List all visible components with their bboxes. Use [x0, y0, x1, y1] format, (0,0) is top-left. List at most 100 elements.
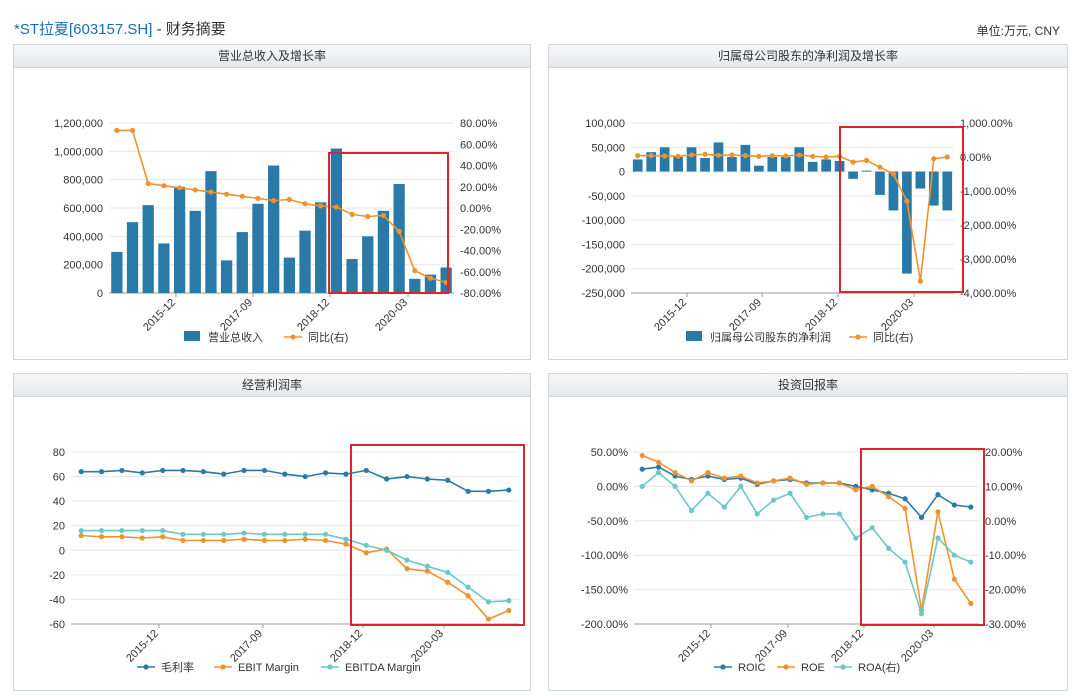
- bar: [888, 171, 899, 211]
- series-point: [363, 467, 369, 474]
- series-point: [951, 552, 957, 558]
- y-tick-right: 40.00%: [460, 161, 498, 173]
- series-point: [796, 152, 802, 158]
- y-tick-right: 0.00%: [960, 152, 991, 164]
- y-tick-right: 1,000.00%: [960, 118, 1013, 130]
- page-subtitle: - 财务摘要: [152, 21, 226, 38]
- bar: [205, 171, 217, 293]
- series-point: [810, 153, 816, 159]
- series-point: [688, 507, 695, 514]
- y-tick-right: -20.00%: [460, 224, 501, 236]
- series-point: [465, 593, 471, 599]
- stock-link[interactable]: *ST拉夏[603157.SH]: [14, 21, 153, 38]
- legend-swatch-dot: [720, 664, 726, 670]
- series-point: [445, 569, 451, 575]
- bar: [632, 159, 643, 172]
- bar: [767, 157, 778, 172]
- series-point: [424, 476, 430, 482]
- bar: [346, 259, 358, 293]
- series-point: [180, 537, 186, 544]
- panel-title: 营业总收入及增长率: [14, 45, 530, 68]
- chart-margin: -60 -40 -20 0 20 40 60 80 2015-12 2017-09 2018-12 2…: [49, 444, 525, 674]
- series-point: [886, 545, 892, 551]
- y-tick-left: 1,200,000: [54, 118, 103, 130]
- series-point: [363, 550, 369, 556]
- bar: [942, 171, 953, 211]
- bar: [754, 165, 764, 172]
- legend-label: EBITDA Margin: [345, 662, 421, 674]
- series-point: [465, 584, 471, 590]
- series-point: [754, 480, 760, 486]
- series-point: [506, 487, 512, 493]
- legend-label: 同比(右): [308, 330, 348, 344]
- bar: [299, 230, 311, 293]
- series-point: [349, 211, 355, 217]
- bar: [362, 236, 374, 293]
- series-point: [968, 504, 974, 510]
- legend-swatch-dot: [290, 334, 296, 340]
- panel-title: 投资回报率: [549, 374, 1067, 397]
- bar: [646, 152, 657, 172]
- y-tick-right: 20.00%: [985, 447, 1023, 459]
- series-line: [116, 129, 447, 284]
- series-point: [672, 483, 678, 489]
- series-point: [672, 470, 678, 476]
- legend-swatch: [184, 331, 200, 341]
- series-point: [322, 470, 329, 476]
- series-point: [869, 525, 875, 531]
- x-tick-label: 2017-09: [727, 297, 764, 334]
- y-tick-left: 0: [619, 167, 625, 179]
- series-point: [384, 547, 390, 553]
- unit-label: 单位:万元, CNY: [976, 24, 1060, 38]
- series-point: [742, 153, 748, 159]
- y-tick-right: 10.00%: [985, 481, 1023, 493]
- series-point: [261, 537, 268, 544]
- bar: [283, 257, 295, 293]
- y-tick-left: 1,000,000: [54, 146, 103, 158]
- series-point: [787, 475, 793, 481]
- series-point: [119, 467, 125, 474]
- series-point: [363, 542, 369, 548]
- legend-swatch-dot: [143, 664, 149, 670]
- series-point: [114, 127, 120, 134]
- y-tick-right: 0.00%: [460, 203, 491, 215]
- series-point: [239, 193, 245, 199]
- series-point: [951, 502, 957, 508]
- highlight-box: [839, 126, 964, 293]
- bar: [111, 251, 123, 293]
- y-tick-left: -40: [49, 594, 65, 606]
- series-point: [656, 464, 662, 470]
- bar: [915, 171, 926, 189]
- x-tick-label: 2018-12: [829, 628, 866, 665]
- series-point: [78, 532, 84, 539]
- y-tick-right: -4,000.00%: [960, 288, 1016, 300]
- y-tick-right: -10.00%: [985, 550, 1026, 562]
- series-point: [850, 159, 856, 165]
- series-point: [902, 505, 908, 512]
- x-tick-label: 2015-12: [124, 628, 161, 665]
- series-point: [836, 480, 842, 486]
- series-point: [931, 156, 937, 162]
- series-point: [302, 531, 308, 537]
- series-point: [145, 180, 151, 187]
- series-point: [890, 171, 897, 177]
- series-point: [200, 531, 206, 537]
- series-line: [81, 529, 509, 603]
- chart-return: -200.00% -150.00% -100.00% -50.00% 0.00% 50.0…: [581, 447, 1026, 674]
- series-point: [160, 534, 166, 540]
- y-tick-left: -200,000: [582, 264, 625, 276]
- y-tick-left: 0: [97, 288, 103, 300]
- legend-label: 归属母公司股东的净利润: [710, 330, 831, 344]
- series-point: [318, 203, 324, 209]
- y-tick-right: 60.00%: [460, 139, 498, 151]
- bar: [268, 165, 280, 293]
- series-point: [485, 599, 492, 605]
- y-tick-right: -40.00%: [460, 246, 501, 258]
- series-point: [721, 504, 727, 510]
- highlight-box: [860, 448, 985, 626]
- y-tick-left: 60: [53, 472, 65, 484]
- series-point: [803, 481, 810, 487]
- series-point: [902, 559, 908, 565]
- series-point: [200, 469, 206, 475]
- x-tick-label: 2018-12: [295, 297, 332, 334]
